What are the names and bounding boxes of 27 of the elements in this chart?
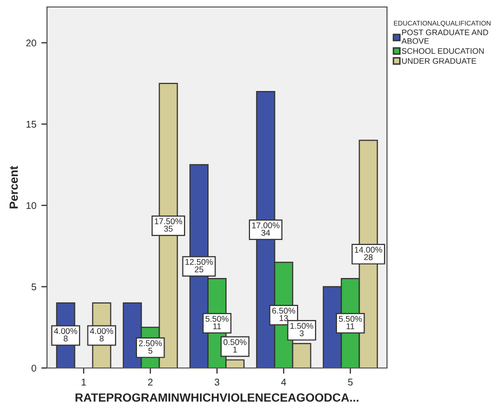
data-label: 12.50% 25 <box>186 258 213 272</box>
data-label: 1.50% 3 <box>290 322 314 336</box>
data-label: 4.00% 8 <box>90 328 114 342</box>
data-label: 17.50% 35 <box>154 218 182 232</box>
data-label: 14.00% 28 <box>354 246 382 260</box>
data-label: 5.50% 11 <box>338 316 362 330</box>
data-label: 5.50% 11 <box>206 316 229 330</box>
x-tick-label: 4 <box>281 378 286 386</box>
legend-label: SCHOOL EDUCATION <box>402 48 484 54</box>
y-tick-label: 0 <box>32 364 36 372</box>
data-label: 0.50% 1 <box>224 339 247 352</box>
y-tick-label: 20 <box>26 40 36 46</box>
y-tick-label: 15 <box>26 120 36 128</box>
x-tick-label: 1 <box>82 378 86 386</box>
data-label: 4.00% 8 <box>54 328 78 342</box>
y-tick-label: 5 <box>32 284 36 290</box>
x-tick-label: 3 <box>214 378 220 386</box>
x-tick-label: 5 <box>348 378 353 386</box>
legend-label: UNDER GRADUATE <box>402 58 476 64</box>
x-tick-label: 2 <box>148 378 153 386</box>
y-axis-title: Percent <box>10 166 18 208</box>
x-axis-title: RATEPROGRAMINWHICHVIOLENECEAGOODCA... <box>76 393 358 402</box>
data-label: 17.00% 34 <box>252 222 280 236</box>
data-label: 6.50% 13 <box>272 308 296 322</box>
data-label: 2.50% 5 <box>138 340 162 354</box>
y-tick-label: 10 <box>26 202 36 210</box>
legend-label: POST GRADUATE AND ABOVE <box>402 30 488 44</box>
